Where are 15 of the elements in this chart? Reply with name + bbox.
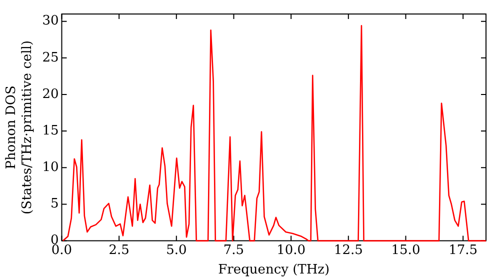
y-tick-label: 30 bbox=[42, 14, 59, 29]
y-tick-label: 5 bbox=[50, 196, 59, 212]
y-tick-label: 10 bbox=[42, 160, 59, 176]
x-axis-title: Frequency (THz) bbox=[218, 262, 330, 278]
x-tick-label: 2.5 bbox=[108, 242, 130, 258]
y-axis-title: Phonon DOS (States/THz·primitive cell) bbox=[4, 40, 35, 214]
x-tick-label: 12.5 bbox=[334, 242, 363, 258]
x-tick-label: 15.0 bbox=[391, 242, 420, 258]
y-tick-label: 25 bbox=[42, 50, 59, 66]
x-tick-label: 17.5 bbox=[448, 242, 478, 258]
x-tick-label: 10.0 bbox=[276, 242, 306, 258]
y-tick-label: 15 bbox=[42, 123, 59, 138]
x-tick-label: 7.5 bbox=[223, 242, 244, 258]
x-tick-label: 5.0 bbox=[166, 242, 187, 258]
y-tick-label: 20 bbox=[42, 86, 59, 102]
